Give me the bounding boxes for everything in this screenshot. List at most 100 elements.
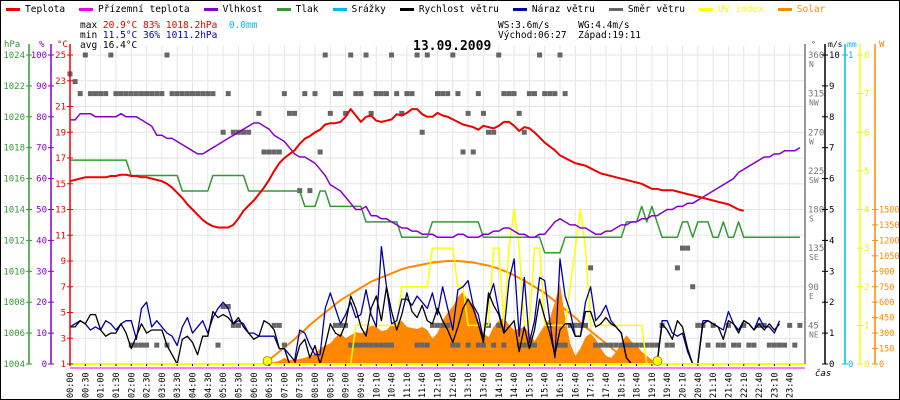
direction-point: [669, 342, 675, 348]
x-tick-label: 18:40: [633, 372, 643, 398]
direction-point: [230, 129, 236, 135]
axis-tick-label: 7: [864, 90, 869, 100]
axis-unit: mm: [847, 40, 857, 49]
axis-tick-label: 90: [808, 283, 819, 293]
axis-tick-label: 3: [864, 244, 869, 254]
direction-point: [572, 322, 578, 328]
stats-wind: WS:3.6m/s WG:4.4m/s: [498, 20, 630, 31]
legend-item: Vlhkost: [203, 4, 263, 15]
axis-tick-label: 30: [36, 267, 47, 277]
direction-point: [353, 342, 359, 348]
axis-tick-label: 5: [864, 167, 869, 177]
axis-tick-label: 1: [61, 360, 66, 370]
direction-point: [138, 91, 144, 97]
x-tick-label: 16:40: [571, 372, 581, 398]
series-rychlost-v-tru: [70, 286, 781, 365]
legend-swatch: [399, 8, 414, 11]
solar-area: [70, 283, 780, 364]
axis-tick-label: 5: [61, 309, 66, 319]
direction-point: [77, 91, 83, 97]
x-tick-label: 02:30: [143, 372, 153, 398]
axis-tick-label: 1: [848, 51, 853, 61]
direction-point: [414, 342, 420, 348]
axis-tick-label: 450: [879, 314, 894, 324]
direction-point: [526, 342, 532, 348]
direction-point: [710, 322, 716, 328]
direction-point: [674, 265, 680, 271]
direction-point: [603, 342, 609, 348]
direction-point: [450, 52, 456, 58]
axis-tick-label: 15: [55, 180, 66, 190]
direction-point: [266, 149, 272, 155]
axis-tick-label: 40: [36, 236, 47, 246]
axis-tick-label: 1350: [879, 221, 899, 231]
x-tick-label: 03:00: [158, 372, 168, 398]
sun-marker: [652, 356, 663, 366]
axis-unit: %: [39, 40, 45, 50]
legend-item: Teplota: [6, 4, 65, 15]
axis-tick-label: 20: [36, 298, 47, 308]
direction-point: [276, 149, 282, 155]
direction-point: [368, 342, 374, 348]
direction-point: [302, 91, 308, 97]
x-tick-label: 13:40: [479, 372, 489, 398]
x-tick-label: 10:40: [388, 372, 398, 398]
series-vlhkost: [70, 112, 801, 239]
direction-point: [103, 91, 109, 97]
axis-tick-label: 1004: [3, 360, 25, 370]
direction-point: [286, 110, 292, 116]
direction-point: [751, 342, 757, 348]
axis-unit: hPa: [4, 40, 20, 50]
stats-max: max 20.9°C 83% 1018.2hPa 0.0mm: [80, 20, 257, 31]
direction-point: [281, 342, 287, 348]
axis-tick-label: 315: [808, 90, 824, 100]
direction-point: [200, 91, 206, 97]
direction-point: [480, 110, 486, 116]
direction-point: [516, 110, 522, 116]
axis-tick-label: 23: [55, 77, 66, 87]
direction-point: [154, 342, 160, 348]
direction-point: [210, 91, 216, 97]
axis-tick-direction: NE: [809, 330, 819, 339]
axis-tick-label: 8: [829, 113, 834, 123]
x-tick-label: 06:00: [250, 372, 260, 398]
direction-point: [649, 342, 655, 348]
direction-point: [506, 91, 512, 97]
direction-point: [378, 342, 384, 348]
axis-tick-label: 1022: [3, 82, 25, 92]
direction-point: [593, 342, 599, 348]
legend-item: Přízemní teplota: [79, 4, 190, 15]
direction-point: [419, 342, 425, 348]
direction-point: [562, 91, 568, 97]
direction-point: [348, 342, 354, 348]
direction-point: [680, 245, 685, 251]
x-tick-label: 08:30: [326, 372, 336, 398]
direction-point: [705, 342, 711, 348]
direction-point: [363, 342, 369, 348]
direction-point: [731, 342, 737, 348]
axis-tick-direction: SW: [809, 176, 819, 185]
axis-tick-label: 225: [808, 167, 824, 177]
axis-tick-label: 1016: [3, 175, 25, 185]
legend-item: UV index: [699, 4, 764, 15]
direction-point: [634, 342, 640, 348]
axis-tick-label: 300: [879, 329, 894, 339]
x-tick-label: 21:40: [724, 372, 734, 398]
min-humidity: 36%: [142, 30, 161, 41]
direction-point: [496, 52, 502, 58]
direction-point: [138, 342, 144, 348]
direction-point: [368, 110, 374, 116]
axis-tick-direction: NW: [809, 99, 819, 108]
direction-point: [761, 322, 767, 328]
x-tick-label: 22:10: [740, 372, 750, 398]
direction-point: [235, 322, 241, 328]
direction-point: [542, 91, 548, 97]
axis-tick-label: 6: [829, 175, 834, 185]
axis-tick-label: 25: [55, 51, 66, 61]
legend-swatch: [332, 8, 347, 11]
legend-label: UV index: [718, 4, 764, 15]
legend-label: Náraz větru: [531, 4, 595, 15]
direction-point: [404, 91, 410, 97]
legend-swatch: [512, 8, 527, 11]
direction-point: [113, 91, 119, 97]
